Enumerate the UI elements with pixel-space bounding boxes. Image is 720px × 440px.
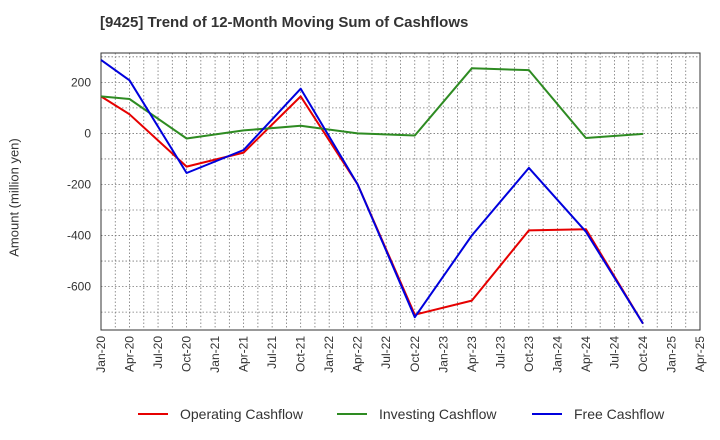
chart-legend: Operating Cashflow Investing Cashflow Free…: [0, 404, 720, 424]
y-tick-label: 200: [71, 75, 91, 89]
x-tick-label: Apr-25: [693, 336, 707, 372]
x-tick-label: Jul-24: [607, 336, 621, 369]
y-tick-label: -400: [67, 229, 91, 243]
x-tick-label: Jul-20: [151, 336, 165, 369]
x-tick-label: Apr-24: [579, 336, 593, 372]
x-tick-label: Oct-20: [180, 336, 194, 372]
y-tick-label: -200: [67, 177, 91, 191]
x-tick-label: Jan-23: [436, 336, 450, 373]
x-tick-label: Oct-21: [294, 336, 308, 372]
legend-swatch: [337, 413, 367, 415]
x-tick-label: Jan-24: [550, 336, 564, 373]
x-tick-label: Jan-20: [94, 336, 108, 373]
x-tick-label: Jul-22: [379, 336, 393, 369]
legend-swatch: [532, 413, 562, 415]
legend-label: Operating Cashflow: [180, 406, 303, 422]
x-tick-label: Jan-21: [208, 336, 222, 373]
x-tick-label: Jan-25: [664, 336, 678, 373]
legend-label: Free Cashflow: [574, 406, 665, 422]
chart-title: [9425] Trend of 12-Month Moving Sum of C…: [100, 14, 469, 31]
x-tick-label: Apr-23: [465, 336, 479, 372]
x-tick-label: Jul-21: [265, 336, 279, 369]
legend-item: Investing Cashflow: [337, 404, 497, 424]
legend-swatch: [138, 413, 168, 415]
x-tick-label: Jan-22: [322, 336, 336, 373]
x-tick-label: Oct-22: [408, 336, 422, 372]
x-tick-label: Jul-23: [493, 336, 507, 369]
legend-item: Operating Cashflow: [138, 404, 303, 424]
plot-area: [100, 52, 701, 331]
x-tick-label: Apr-21: [237, 336, 251, 372]
series-line-investing-cashflow: [100, 67, 644, 140]
y-tick-label: 0: [84, 126, 91, 140]
legend-label: Investing Cashflow: [379, 406, 497, 422]
x-tick-label: Oct-23: [522, 336, 536, 372]
x-tick-label: Apr-22: [351, 336, 365, 372]
legend-item: Free Cashflow: [532, 404, 664, 424]
y-tick-label: -600: [67, 280, 91, 294]
x-tick-label: Apr-20: [123, 336, 137, 372]
series-line-free-cashflow: [100, 59, 644, 325]
x-tick-label: Oct-24: [636, 336, 650, 372]
